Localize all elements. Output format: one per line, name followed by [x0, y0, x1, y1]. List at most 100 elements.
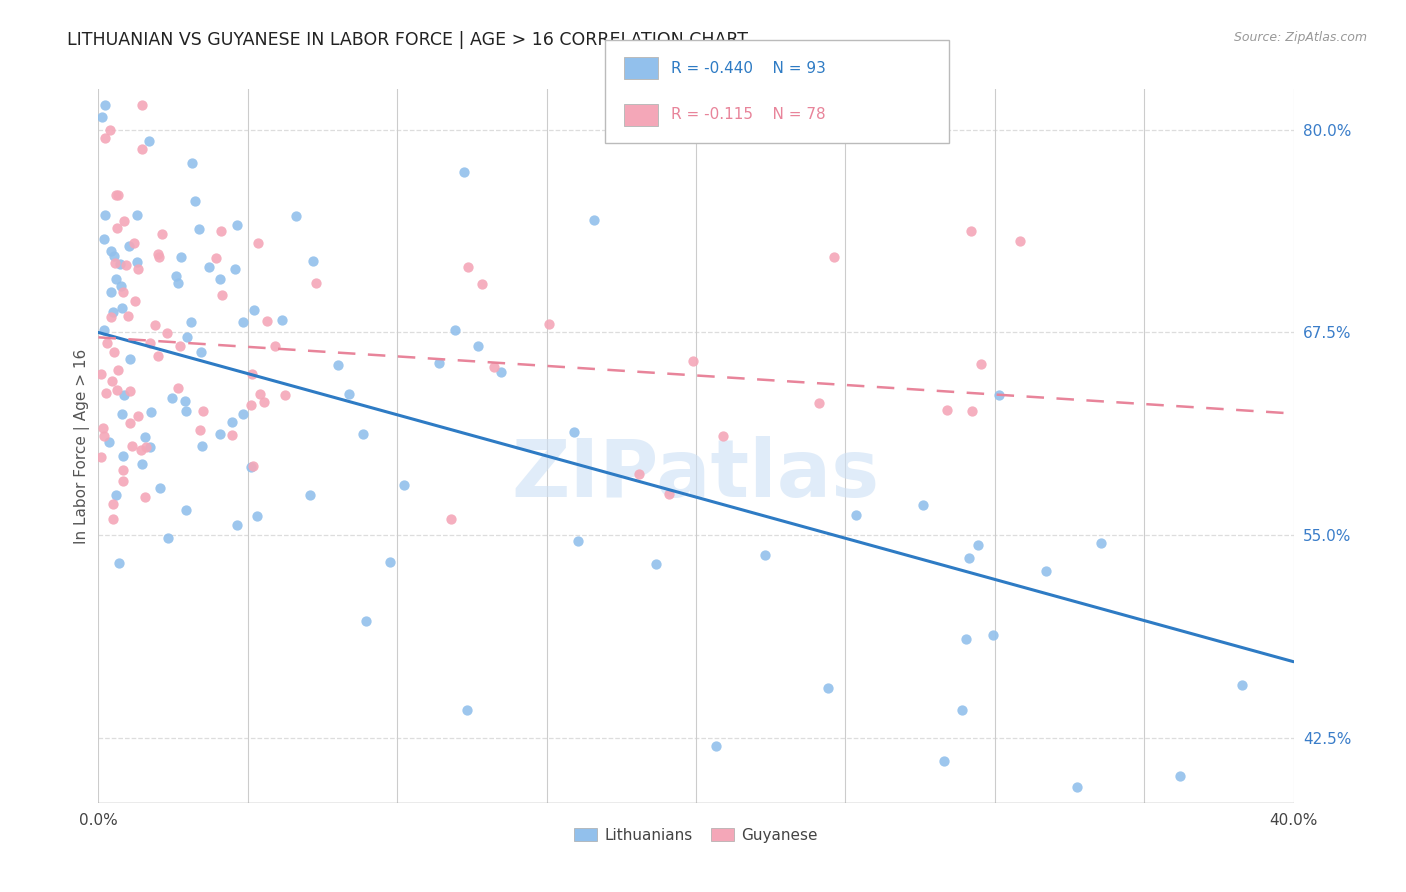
Point: [711, 429, 734, 443]
Point: [90, 111, 112, 125]
Point: [118, 416, 141, 430]
Point: [96, 335, 118, 350]
Point: [176, 503, 198, 517]
Point: [124, 294, 146, 309]
Point: [174, 403, 197, 417]
Point: [912, 498, 935, 512]
Point: [112, 449, 135, 463]
Point: [112, 213, 135, 227]
Point: [211, 288, 233, 302]
Point: [103, 305, 125, 319]
Point: [957, 550, 980, 565]
Point: [94, 130, 117, 145]
Point: [93, 232, 115, 246]
Point: [131, 98, 153, 112]
Point: [232, 407, 254, 421]
Point: [225, 218, 247, 232]
Point: [440, 512, 463, 526]
Point: [970, 357, 993, 371]
Point: [101, 497, 124, 511]
Point: [150, 227, 173, 242]
Point: [169, 339, 191, 353]
Point: [188, 423, 211, 437]
Point: [111, 285, 134, 300]
Point: [180, 155, 202, 169]
Point: [845, 508, 868, 523]
Point: [240, 459, 263, 474]
Point: [118, 384, 141, 398]
Point: [93, 429, 115, 443]
Point: [93, 208, 115, 222]
Point: [112, 463, 135, 477]
Point: [135, 440, 157, 454]
Point: [955, 632, 977, 646]
Point: [157, 531, 180, 545]
Point: [114, 258, 136, 272]
Point: [156, 326, 179, 340]
Point: [103, 249, 125, 263]
Point: [302, 253, 325, 268]
Point: [143, 318, 166, 332]
Legend: Lithuanians, Guyanese: Lithuanians, Guyanese: [568, 822, 824, 848]
Point: [117, 310, 139, 324]
Point: [967, 537, 990, 551]
Point: [118, 238, 141, 252]
Point: [960, 224, 983, 238]
Point: [471, 277, 494, 292]
Point: [704, 739, 727, 754]
Point: [108, 556, 131, 570]
Point: [274, 388, 297, 402]
Point: [562, 425, 585, 439]
Point: [443, 324, 465, 338]
Point: [107, 362, 129, 376]
Point: [256, 314, 278, 328]
Point: [190, 439, 212, 453]
Point: [1170, 769, 1192, 783]
Point: [167, 276, 190, 290]
Point: [198, 260, 221, 274]
Point: [247, 235, 270, 250]
Point: [100, 244, 122, 258]
Point: [754, 548, 776, 562]
Point: [817, 681, 839, 696]
Point: [467, 338, 489, 352]
Point: [93, 323, 115, 337]
Point: [352, 427, 374, 442]
Point: [98, 122, 122, 136]
Point: [105, 272, 128, 286]
Point: [176, 330, 198, 344]
Point: [305, 276, 328, 290]
Point: [482, 359, 505, 374]
Point: [658, 486, 681, 500]
Text: ZIPatlas: ZIPatlas: [512, 435, 880, 514]
Point: [94, 98, 117, 112]
Point: [823, 250, 845, 264]
Point: [193, 403, 215, 417]
Point: [271, 313, 294, 327]
Point: [138, 336, 160, 351]
Point: [1066, 780, 1088, 794]
Point: [105, 187, 128, 202]
Point: [988, 388, 1011, 402]
Point: [457, 260, 479, 274]
Point: [125, 208, 148, 222]
Point: [139, 440, 162, 454]
Point: [242, 458, 264, 473]
Point: [188, 221, 211, 235]
Point: [101, 374, 124, 388]
Point: [249, 386, 271, 401]
Point: [1232, 678, 1254, 692]
Point: [1035, 564, 1057, 578]
Point: [121, 439, 143, 453]
Point: [100, 285, 122, 300]
Point: [208, 272, 231, 286]
Point: [103, 344, 125, 359]
Point: [111, 301, 134, 316]
Point: [124, 236, 146, 251]
Point: [299, 487, 322, 501]
Point: [184, 194, 207, 209]
Point: [148, 349, 170, 363]
Point: [339, 387, 361, 401]
Point: [110, 278, 132, 293]
Point: [148, 250, 170, 264]
